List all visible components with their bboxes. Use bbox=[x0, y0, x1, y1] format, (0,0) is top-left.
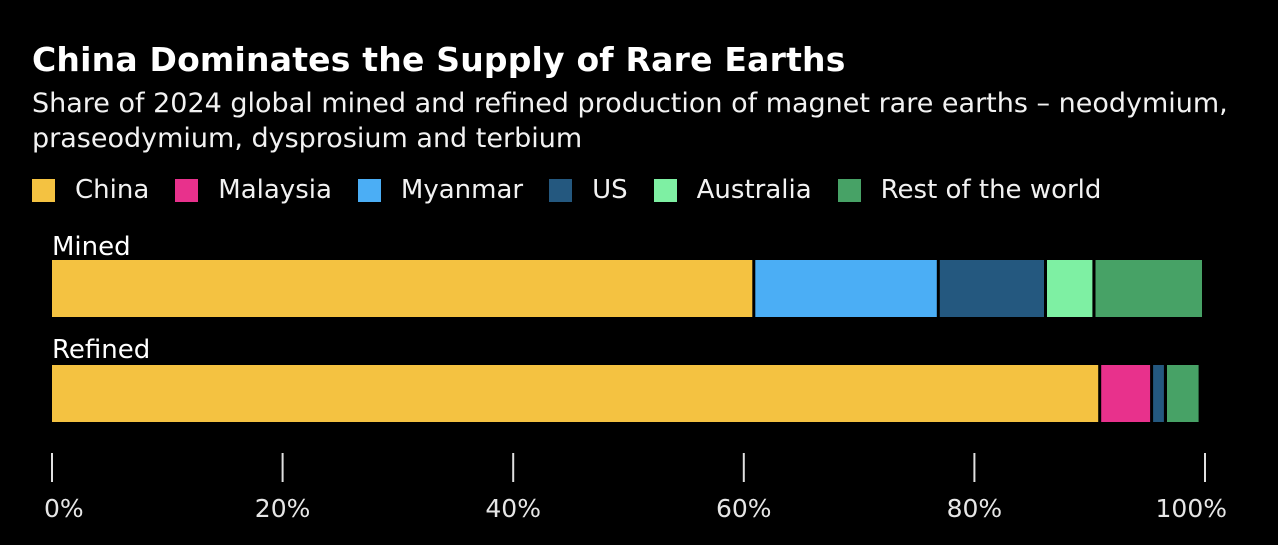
legend-item-malaysia: Malaysia bbox=[175, 175, 332, 205]
legend-swatch-malaysia bbox=[175, 178, 199, 202]
bar-segment-mined-rest-of-the-world bbox=[1095, 260, 1202, 317]
x-tick-label-0: 0% bbox=[44, 494, 84, 523]
legend-label-malaysia: Malaysia bbox=[218, 175, 332, 205]
legend-item-myanmar: Myanmar bbox=[357, 175, 524, 205]
x-tick-label-20: 20% bbox=[255, 494, 311, 523]
legend-item-us: US bbox=[549, 175, 628, 205]
bar-segment-refined-malaysia bbox=[1101, 365, 1151, 422]
x-tick-label-40: 40% bbox=[485, 494, 541, 523]
x-tick-label-100: 100% bbox=[1156, 494, 1227, 523]
legend: China Malaysia Myanmar US Australia Rest… bbox=[32, 172, 1127, 208]
bar-segment-refined-us bbox=[1153, 365, 1164, 422]
bar-segment-mined-us bbox=[939, 260, 1044, 317]
bar-label-mined: Mined bbox=[52, 232, 131, 262]
bar-segment-refined-china bbox=[52, 365, 1099, 422]
legend-label-china: China bbox=[75, 175, 150, 205]
legend-swatch-australia bbox=[653, 178, 677, 202]
bar-segment-refined-rest-of-the-world bbox=[1167, 365, 1199, 422]
bar-segment-mined-china bbox=[52, 260, 753, 317]
legend-label-rest-of-world: Rest of the world bbox=[880, 175, 1102, 205]
bar-label-refined: Refined bbox=[52, 335, 150, 365]
chart-title: China Dominates the Supply of Rare Earth… bbox=[32, 40, 846, 79]
legend-swatch-rest-of-world bbox=[837, 178, 861, 202]
chart-subtitle: Share of 2024 global mined and refined p… bbox=[32, 88, 1228, 154]
legend-swatch-myanmar bbox=[357, 178, 381, 202]
legend-item-australia: Australia bbox=[653, 175, 812, 205]
x-tick-label-80: 80% bbox=[947, 494, 1003, 523]
legend-item-rest-of-world: Rest of the world bbox=[837, 175, 1102, 205]
legend-label-myanmar: Myanmar bbox=[400, 175, 524, 205]
bar-segment-mined-myanmar bbox=[755, 260, 937, 317]
legend-swatch-us bbox=[549, 178, 573, 202]
legend-label-australia: Australia bbox=[696, 175, 812, 205]
legend-swatch-china bbox=[32, 178, 55, 202]
legend-label-us: US bbox=[592, 175, 628, 205]
x-tick-label-60: 60% bbox=[716, 494, 772, 523]
bar-segment-mined-australia bbox=[1047, 260, 1093, 317]
legend-item-china: China bbox=[32, 175, 149, 205]
